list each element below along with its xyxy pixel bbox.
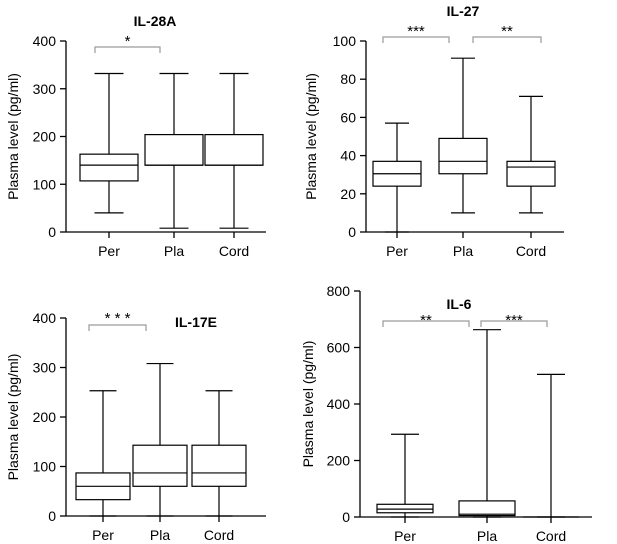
y-tick-label: 0 [48, 508, 56, 524]
significance-bracket [88, 324, 147, 331]
panel-il-28a: IL-28A Plasma level (pg/ml) 0 100 200 300 400 P… [5, 13, 266, 259]
box [191, 444, 247, 487]
y-tick-label: 400 [33, 33, 57, 49]
y-tick-label: 600 [327, 340, 351, 356]
y-tick-label: 0 [342, 509, 350, 525]
y-tick-label: 200 [327, 453, 351, 469]
y-axis-label: Plasma level (pg/ml) [5, 73, 21, 200]
y-tick-label: 40 [340, 148, 356, 164]
significance-bracket [382, 320, 470, 327]
chart-title: IL-28A [134, 13, 177, 29]
significance-stars: *** [505, 312, 523, 329]
significance-stars: * [125, 33, 131, 50]
y-tick-label: 60 [340, 109, 356, 125]
box [79, 153, 139, 182]
y-tick-label: 100 [33, 459, 57, 475]
panel-il-27: IL-27 Plasma level (pg/ml) 0 20 40 60 80 100 Per… [303, 3, 564, 259]
y-tick-label: 100 [333, 33, 357, 49]
box [438, 137, 488, 175]
x-tick-label: Cord [516, 243, 546, 259]
y-tick-label: 300 [33, 360, 57, 376]
significance-stars: *** [407, 23, 425, 40]
y-tick-label: 400 [33, 310, 57, 326]
y-axis-label: Plasma level (pg/ml) [303, 73, 319, 200]
y-tick-label: 100 [33, 176, 57, 192]
y-tick-label: 0 [48, 224, 56, 240]
y-tick-label: 200 [33, 409, 57, 425]
x-tick-label: Per [394, 528, 416, 544]
box [458, 500, 516, 517]
y-axis-label: Plasma level (pg/ml) [300, 341, 316, 468]
significance-bracket [480, 320, 548, 327]
x-tick-label: Cord [219, 243, 249, 259]
y-tick-label: 0 [348, 224, 356, 240]
y-tick-label: 800 [327, 283, 351, 299]
significance-stars: ** [420, 312, 432, 329]
box [132, 444, 188, 487]
panel-il-17e: IL-17E Plasma level (pg/ml) 0 100 200 300 400 P… [5, 310, 266, 543]
x-tick-label: Cord [204, 527, 234, 543]
y-axis-label: Plasma level (pg/ml) [5, 354, 21, 481]
box [506, 160, 556, 187]
y-tick-label: 300 [33, 81, 57, 97]
chart-title: IL-17E [175, 314, 217, 330]
y-tick-label: 200 [33, 129, 57, 145]
x-tick-label: Per [98, 243, 120, 259]
chart-title: IL-6 [447, 296, 472, 312]
box [144, 133, 204, 166]
x-tick-label: Pla [453, 243, 473, 259]
x-tick-label: Pla [164, 243, 184, 259]
box [204, 133, 264, 166]
x-tick-label: Per [386, 243, 408, 259]
x-tick-label: Pla [150, 527, 170, 543]
x-tick-label: Cord [536, 528, 566, 544]
significance-stars: * * * [105, 310, 131, 327]
panel-il-6: IL-6 Plasma level (pg/ml) 0 200 400 600 800 Per… [300, 283, 592, 544]
significance-bracket [472, 36, 542, 43]
significance-bracket [382, 36, 450, 43]
significance-bracket [94, 46, 161, 53]
y-tick-label: 400 [327, 396, 351, 412]
significance-stars: ** [501, 23, 513, 40]
y-tick-label: 20 [340, 186, 356, 202]
x-tick-label: Per [92, 527, 114, 543]
chart-title: IL-27 [447, 3, 480, 19]
x-tick-label: Pla [477, 528, 497, 544]
y-tick-label: 80 [340, 71, 356, 87]
